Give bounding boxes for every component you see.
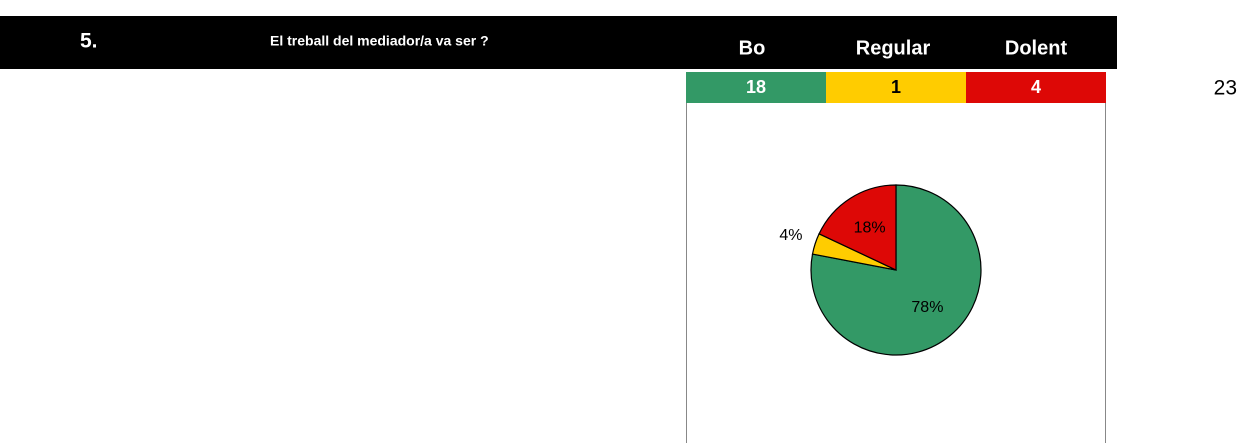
pie-slice <box>810 184 982 356</box>
count-cell <box>966 72 1106 103</box>
question-number: 5. <box>80 30 98 53</box>
option-label: Bo <box>739 37 766 59</box>
option-label: Regular <box>856 37 931 59</box>
data-label: 4% <box>779 227 802 244</box>
count-cell <box>826 72 966 103</box>
count: 4 <box>1031 77 1041 97</box>
option-label: Dolent <box>1005 37 1068 59</box>
count-cell <box>686 72 826 103</box>
data-label: 18% <box>854 220 886 237</box>
pie-slice <box>818 184 897 271</box>
count: 1 <box>891 77 901 97</box>
data-label: 78% <box>911 299 943 316</box>
header-bar <box>0 16 1117 69</box>
question-text: El treball del mediador/a va ser ? <box>270 33 489 49</box>
total: 23 <box>1214 77 1237 100</box>
count: 18 <box>746 77 766 97</box>
